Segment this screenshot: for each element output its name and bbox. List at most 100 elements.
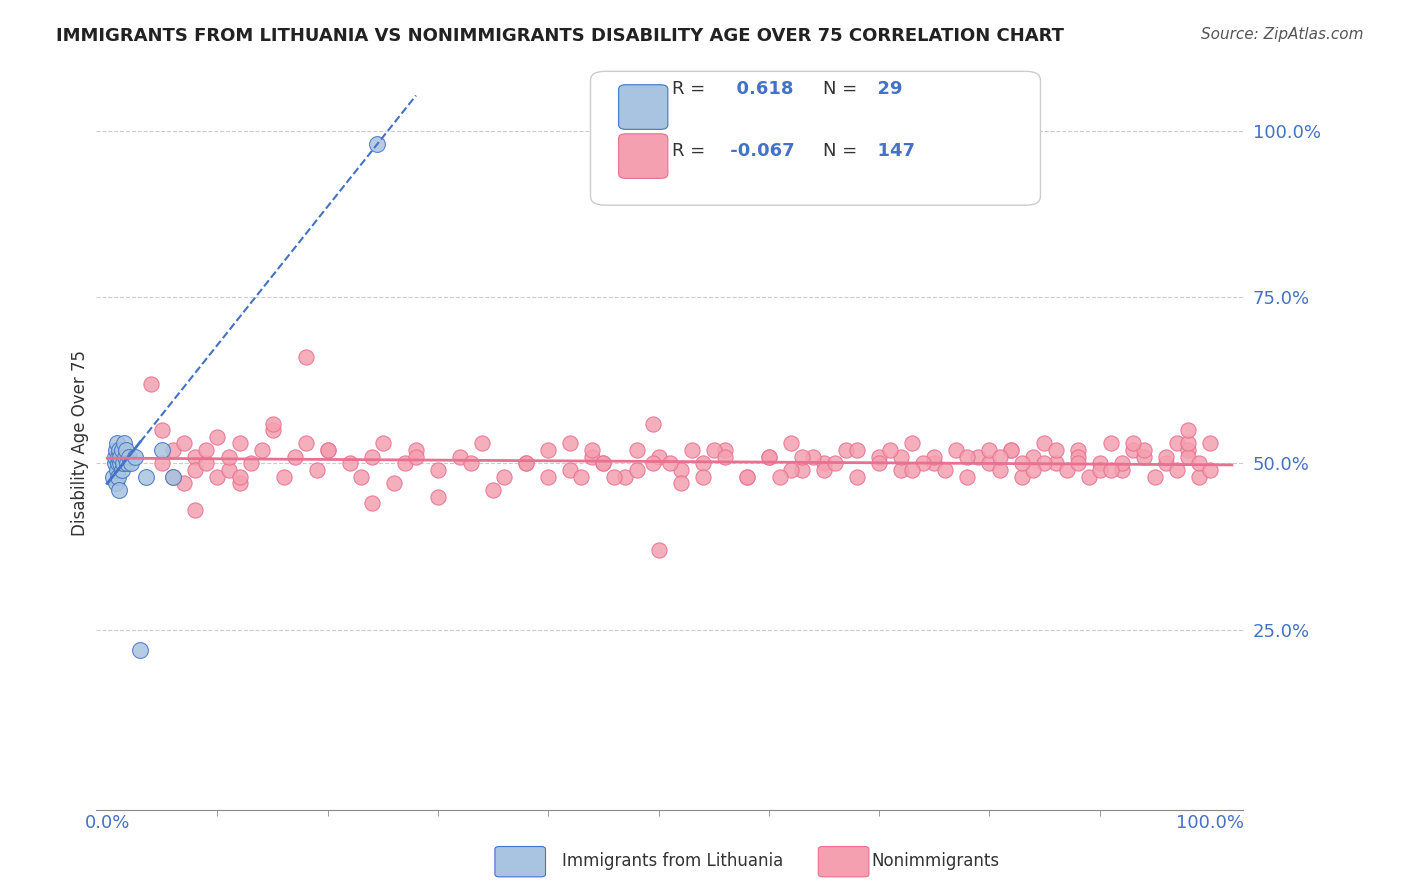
Point bbox=[162, 469, 184, 483]
Point bbox=[110, 450, 132, 464]
Point bbox=[218, 450, 240, 464]
Point bbox=[626, 463, 648, 477]
Point bbox=[669, 476, 692, 491]
Point bbox=[427, 490, 450, 504]
Point bbox=[173, 436, 195, 450]
Point bbox=[658, 457, 681, 471]
Point bbox=[108, 483, 131, 497]
Point bbox=[108, 443, 131, 458]
Point bbox=[449, 450, 471, 464]
Text: N =: N = bbox=[823, 142, 856, 160]
Point bbox=[1077, 469, 1099, 483]
Point bbox=[360, 496, 382, 510]
Point bbox=[114, 450, 136, 464]
Point bbox=[294, 350, 316, 364]
Point bbox=[790, 463, 813, 477]
Point bbox=[141, 376, 163, 391]
Point bbox=[107, 450, 129, 464]
Point bbox=[1177, 450, 1199, 464]
Text: N =: N = bbox=[823, 79, 856, 97]
Point bbox=[692, 469, 714, 483]
Point bbox=[1022, 463, 1045, 477]
Point bbox=[184, 450, 207, 464]
Text: 29: 29 bbox=[865, 79, 903, 97]
Point bbox=[135, 469, 157, 483]
Point bbox=[1154, 457, 1177, 471]
Point bbox=[537, 469, 560, 483]
Point bbox=[592, 457, 614, 471]
Point bbox=[207, 469, 229, 483]
Point bbox=[105, 476, 128, 491]
Point bbox=[1199, 436, 1222, 450]
Point bbox=[922, 457, 945, 471]
Point bbox=[284, 450, 307, 464]
Point bbox=[647, 543, 669, 558]
Point bbox=[641, 417, 664, 431]
Point bbox=[990, 463, 1012, 477]
Text: IMMIGRANTS FROM LITHUANIA VS NONIMMIGRANTS DISABILITY AGE OVER 75 CORRELATION CH: IMMIGRANTS FROM LITHUANIA VS NONIMMIGRAN… bbox=[56, 27, 1064, 45]
Text: Nonimmigrants: Nonimmigrants bbox=[872, 852, 1000, 870]
Point bbox=[1122, 443, 1144, 458]
Point bbox=[713, 443, 735, 458]
Point bbox=[669, 463, 692, 477]
Point bbox=[121, 457, 143, 471]
Point bbox=[681, 443, 703, 458]
Point bbox=[1177, 436, 1199, 450]
Point bbox=[1099, 463, 1122, 477]
Point bbox=[482, 483, 505, 497]
Point bbox=[1000, 443, 1022, 458]
Point bbox=[239, 457, 262, 471]
Point bbox=[273, 469, 295, 483]
Point bbox=[124, 450, 146, 464]
Point bbox=[105, 443, 128, 458]
Text: R =: R = bbox=[672, 79, 706, 97]
Point bbox=[1000, 443, 1022, 458]
Point bbox=[1166, 436, 1188, 450]
Point bbox=[1188, 469, 1211, 483]
Point bbox=[890, 450, 912, 464]
Point bbox=[979, 443, 1001, 458]
Point bbox=[366, 136, 388, 151]
Point bbox=[956, 450, 979, 464]
Point bbox=[105, 436, 128, 450]
Point bbox=[901, 436, 924, 450]
Point bbox=[305, 463, 328, 477]
Point bbox=[150, 423, 173, 437]
Point bbox=[195, 457, 218, 471]
Point bbox=[1088, 457, 1111, 471]
Point bbox=[110, 457, 132, 471]
Point bbox=[515, 457, 537, 471]
Point bbox=[360, 450, 382, 464]
Point bbox=[780, 463, 803, 477]
Point bbox=[228, 476, 250, 491]
Point bbox=[1033, 457, 1056, 471]
Point bbox=[294, 436, 316, 450]
Point bbox=[890, 463, 912, 477]
Point bbox=[1132, 443, 1154, 458]
Point bbox=[592, 457, 614, 471]
Point bbox=[207, 430, 229, 444]
Point bbox=[262, 417, 284, 431]
Point bbox=[129, 642, 152, 657]
Point bbox=[945, 443, 967, 458]
Point bbox=[371, 436, 394, 450]
Point bbox=[537, 443, 560, 458]
Point bbox=[979, 457, 1001, 471]
Point bbox=[780, 436, 803, 450]
Point bbox=[626, 443, 648, 458]
Point bbox=[868, 450, 890, 464]
Point bbox=[1199, 463, 1222, 477]
Point bbox=[471, 436, 494, 450]
Point bbox=[1154, 450, 1177, 464]
Point bbox=[692, 457, 714, 471]
Point bbox=[105, 463, 128, 477]
Point bbox=[1033, 436, 1056, 450]
Point bbox=[603, 469, 626, 483]
Point bbox=[713, 450, 735, 464]
Point bbox=[427, 463, 450, 477]
Point bbox=[967, 450, 990, 464]
Point bbox=[115, 443, 138, 458]
Point bbox=[118, 450, 141, 464]
Point bbox=[581, 443, 603, 458]
Point bbox=[228, 436, 250, 450]
